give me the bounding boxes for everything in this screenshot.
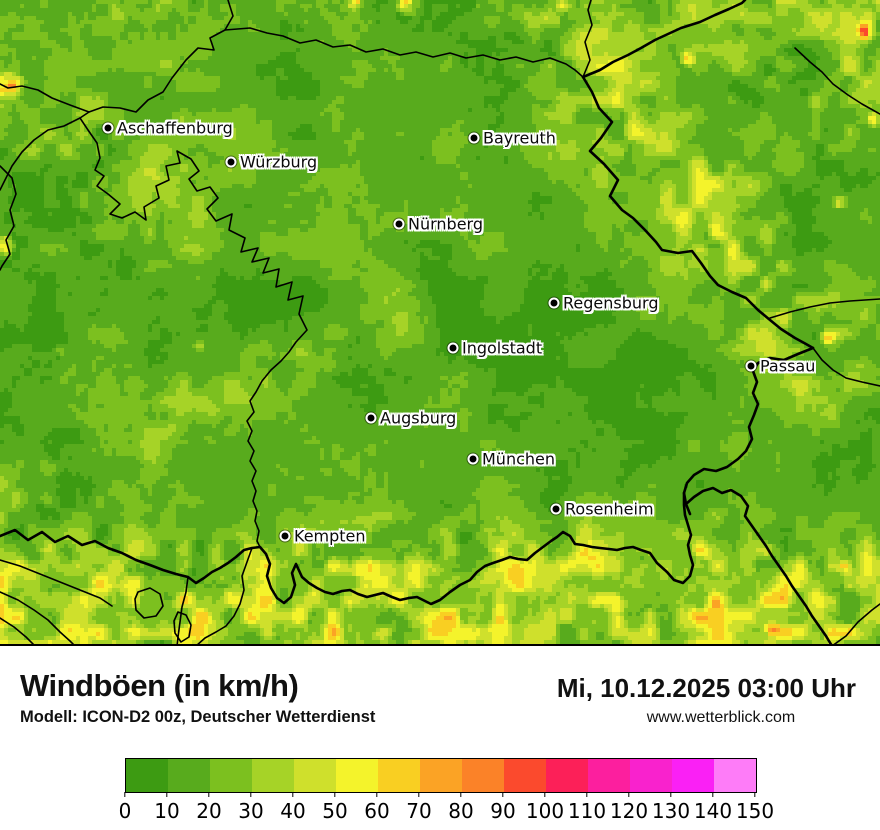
city-marker-aschaffenburg [102,122,114,134]
scale-tick-label: 140 [693,799,733,823]
scale-segment-130 [672,759,714,792]
scale-segment-70 [420,759,462,792]
scale-tick [124,792,126,797]
scale-segment-0 [126,759,168,792]
scale-tick-label: 80 [448,799,474,823]
city-label: Passau [760,356,816,376]
scale-tick [460,792,462,797]
scale-tick [628,792,630,797]
city-label: Würzburg [240,152,318,172]
scale-tick [502,792,504,797]
scale-segment-20 [210,759,252,792]
scale-tick-label: 30 [238,799,264,823]
scale-segment-50 [336,759,378,792]
scale-segment-30 [252,759,294,792]
city-label: Regensburg [563,293,659,313]
website-url: www.wetterblick.com [646,709,796,726]
city-marker-passau [745,360,757,372]
city-marker-kempten [279,530,291,542]
city-marker-regensburg [548,297,560,309]
city-marker-nürnberg [393,218,405,230]
city-label: München [482,449,556,469]
scale-segment-60 [378,759,420,792]
city-marker-bayreuth [468,132,480,144]
color-scale-bar [125,758,757,793]
scale-tick-label: 20 [196,799,222,823]
scale-tick-label: 110 [567,799,607,823]
scale-tick-label: 150 [735,799,775,823]
city-label: Augsburg [380,408,457,428]
scale-tick [292,792,294,797]
scale-tick-label: 70 [406,799,432,823]
city-label: Ingolstadt [462,338,543,358]
scale-tick [754,792,756,797]
scale-tick [250,792,252,797]
scale-tick-label: 50 [322,799,348,823]
scale-tick [544,792,546,797]
model-info: Modell: ICON-D2 00z, Deutscher Wetterdie… [20,708,376,726]
city-label: Aschaffenburg [117,118,233,138]
scale-segment-10 [168,759,210,792]
color-scale-labels: 0 10 20 30 40 50 60 70 80 90 100 110 120 130 140 150 [119,799,774,823]
city-marker-rosenheim [550,503,562,515]
scale-segment-40 [294,759,336,792]
scale-tick [208,792,210,797]
scale-tick [166,792,168,797]
scale-tick-label: 90 [490,799,516,823]
city-label: Nürnberg [408,214,483,234]
scale-tick [376,792,378,797]
scale-segment-140 [714,759,756,792]
scale-tick [586,792,588,797]
color-scale-ticks [124,792,756,798]
scale-tick-label: 60 [364,799,390,823]
city-label: Bayreuth [483,128,556,148]
scale-tick-label: 10 [154,799,180,823]
scale-segment-120 [630,759,672,792]
scale-tick-label: 0 [118,799,132,823]
city-marker-münchen [467,453,479,465]
scale-segment-100 [546,759,588,792]
scale-tick [670,792,672,797]
wind-gust-raster [0,0,880,644]
scale-segment-110 [588,759,630,792]
scale-tick [712,792,714,797]
city-label: Kempten [294,526,366,546]
scale-tick-label: 120 [609,799,649,823]
page-title: Windböen (in km/h) [20,668,299,703]
scale-segment-90 [504,759,546,792]
scale-tick-label: 100 [525,799,565,823]
scale-tick [334,792,336,797]
scale-tick-label: 40 [280,799,306,823]
forecast-datetime: Mi, 10.12.2025 03:00 Uhr [556,673,856,703]
scale-segment-80 [462,759,504,792]
city-marker-würzburg [225,156,237,168]
city-label: Rosenheim [565,499,654,519]
city-marker-augsburg [365,412,377,424]
city-marker-ingolstadt [447,342,459,354]
scale-tick [418,792,420,797]
wind-gust-map: Aschaffenburg Würzburg Bayreuth Nürnberg Reg… [0,0,880,646]
scale-tick-label: 130 [651,799,691,823]
